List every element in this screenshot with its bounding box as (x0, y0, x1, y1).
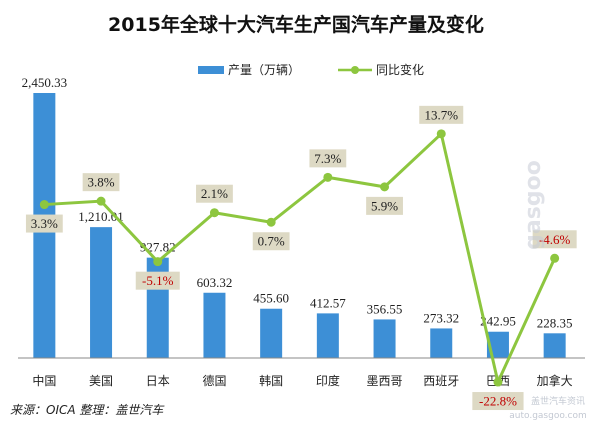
legend: 产量（万辆） 同比变化 (198, 62, 424, 77)
bar-value-label-4: 455.60 (253, 291, 289, 306)
yoy-label-box-5 (309, 149, 347, 168)
yoy-label-0: 3.3% (31, 216, 58, 231)
category-label-6: 墨西哥 (367, 374, 403, 388)
legend-bar-label: 产量（万辆） (228, 63, 300, 77)
yoy-point-2 (153, 257, 163, 267)
bar-value-label-8: 242.95 (480, 314, 516, 329)
legend-bar-swatch (198, 66, 224, 74)
bar-value-label-7: 273.32 (423, 310, 459, 325)
watermark-logo: gasgoo (521, 160, 546, 250)
bar-value-label-6: 356.55 (367, 301, 403, 316)
bar-4 (260, 308, 283, 358)
yoy-change-labels: 3.3% 3.8% -5.1% 2.1% 0.7% 7.3% 5.9% 13.7% -22.8%… (25, 105, 577, 411)
yoy-label-1: 3.8% (88, 175, 115, 190)
bar-6 (373, 319, 396, 358)
yoy-label-box-8 (472, 392, 524, 411)
yoy-point-0 (39, 200, 49, 210)
yoy-label-3: 2.1% (201, 186, 228, 201)
yoy-label-5: 7.3% (314, 151, 341, 166)
category-label-0: 中国 (32, 373, 56, 388)
yoy-label-box-3 (196, 184, 233, 203)
bar-value-label-0: 2,450.33 (22, 75, 68, 90)
category-label-7: 西班牙 (423, 374, 459, 388)
bar-9 (543, 333, 566, 358)
yoy-label-4: 0.7% (258, 234, 285, 249)
yoy-point-1 (96, 196, 106, 206)
watermark: gasgoo 盖世汽车资讯 auto.gasgoo.com (509, 160, 587, 421)
yoy-label-box-2 (135, 271, 180, 290)
yoy-point-5 (323, 172, 333, 182)
category-label-3: 德国 (202, 373, 226, 388)
yoy-point-7 (436, 129, 446, 139)
yoy-change-points (39, 129, 560, 387)
yoy-label-box-0 (25, 214, 63, 233)
bar-7 (430, 328, 453, 358)
bar-1 (90, 227, 113, 358)
yoy-label-2: -5.1% (142, 273, 174, 288)
yoy-label-box-4 (252, 232, 290, 251)
legend-line-label: 同比变化 (376, 62, 424, 77)
bar-3 (203, 292, 226, 358)
yoy-label-6: 5.9% (371, 198, 398, 213)
category-label-5: 印度 (316, 373, 340, 388)
yoy-label-box-7 (419, 105, 464, 124)
yoy-point-6 (380, 182, 390, 192)
yoy-label-box-1 (82, 173, 120, 192)
category-label-9: 加拿大 (537, 373, 573, 388)
yoy-point-3 (209, 208, 219, 218)
bar-5 (316, 313, 339, 358)
yoy-point-8 (493, 377, 503, 387)
bar-value-label-5: 412.57 (310, 295, 346, 310)
yoy-point-9 (550, 253, 560, 263)
yoy-label-box-9 (532, 230, 577, 249)
yoy-label-8: -22.8% (479, 394, 517, 409)
yoy-point-4 (266, 217, 276, 227)
category-labels: 中国美国日本德国韩国印度墨西哥西班牙巴西加拿大 (32, 373, 572, 388)
chart-title: 2015年全球十大汽车生产国汽车产量及变化 (108, 13, 484, 36)
yoy-change-line (44, 130, 557, 387)
yoy-label-box-6 (366, 196, 403, 215)
yoy-label-9: -4.6% (539, 232, 571, 247)
category-label-4: 韩国 (259, 373, 283, 388)
yoy-label-7: 13.7% (424, 107, 458, 122)
bar-value-label-9: 228.35 (537, 315, 573, 330)
category-label-1: 美国 (89, 374, 113, 388)
source-note: 来源：OICA 整理：盖世汽车 (10, 403, 165, 417)
legend-line-marker (351, 66, 359, 74)
watermark-tagline: 盖世汽车资讯 (531, 395, 585, 407)
bar-value-label-3: 603.32 (197, 275, 233, 290)
category-label-2: 日本 (146, 374, 170, 388)
watermark-url: auto.gasgoo.com (509, 411, 587, 421)
